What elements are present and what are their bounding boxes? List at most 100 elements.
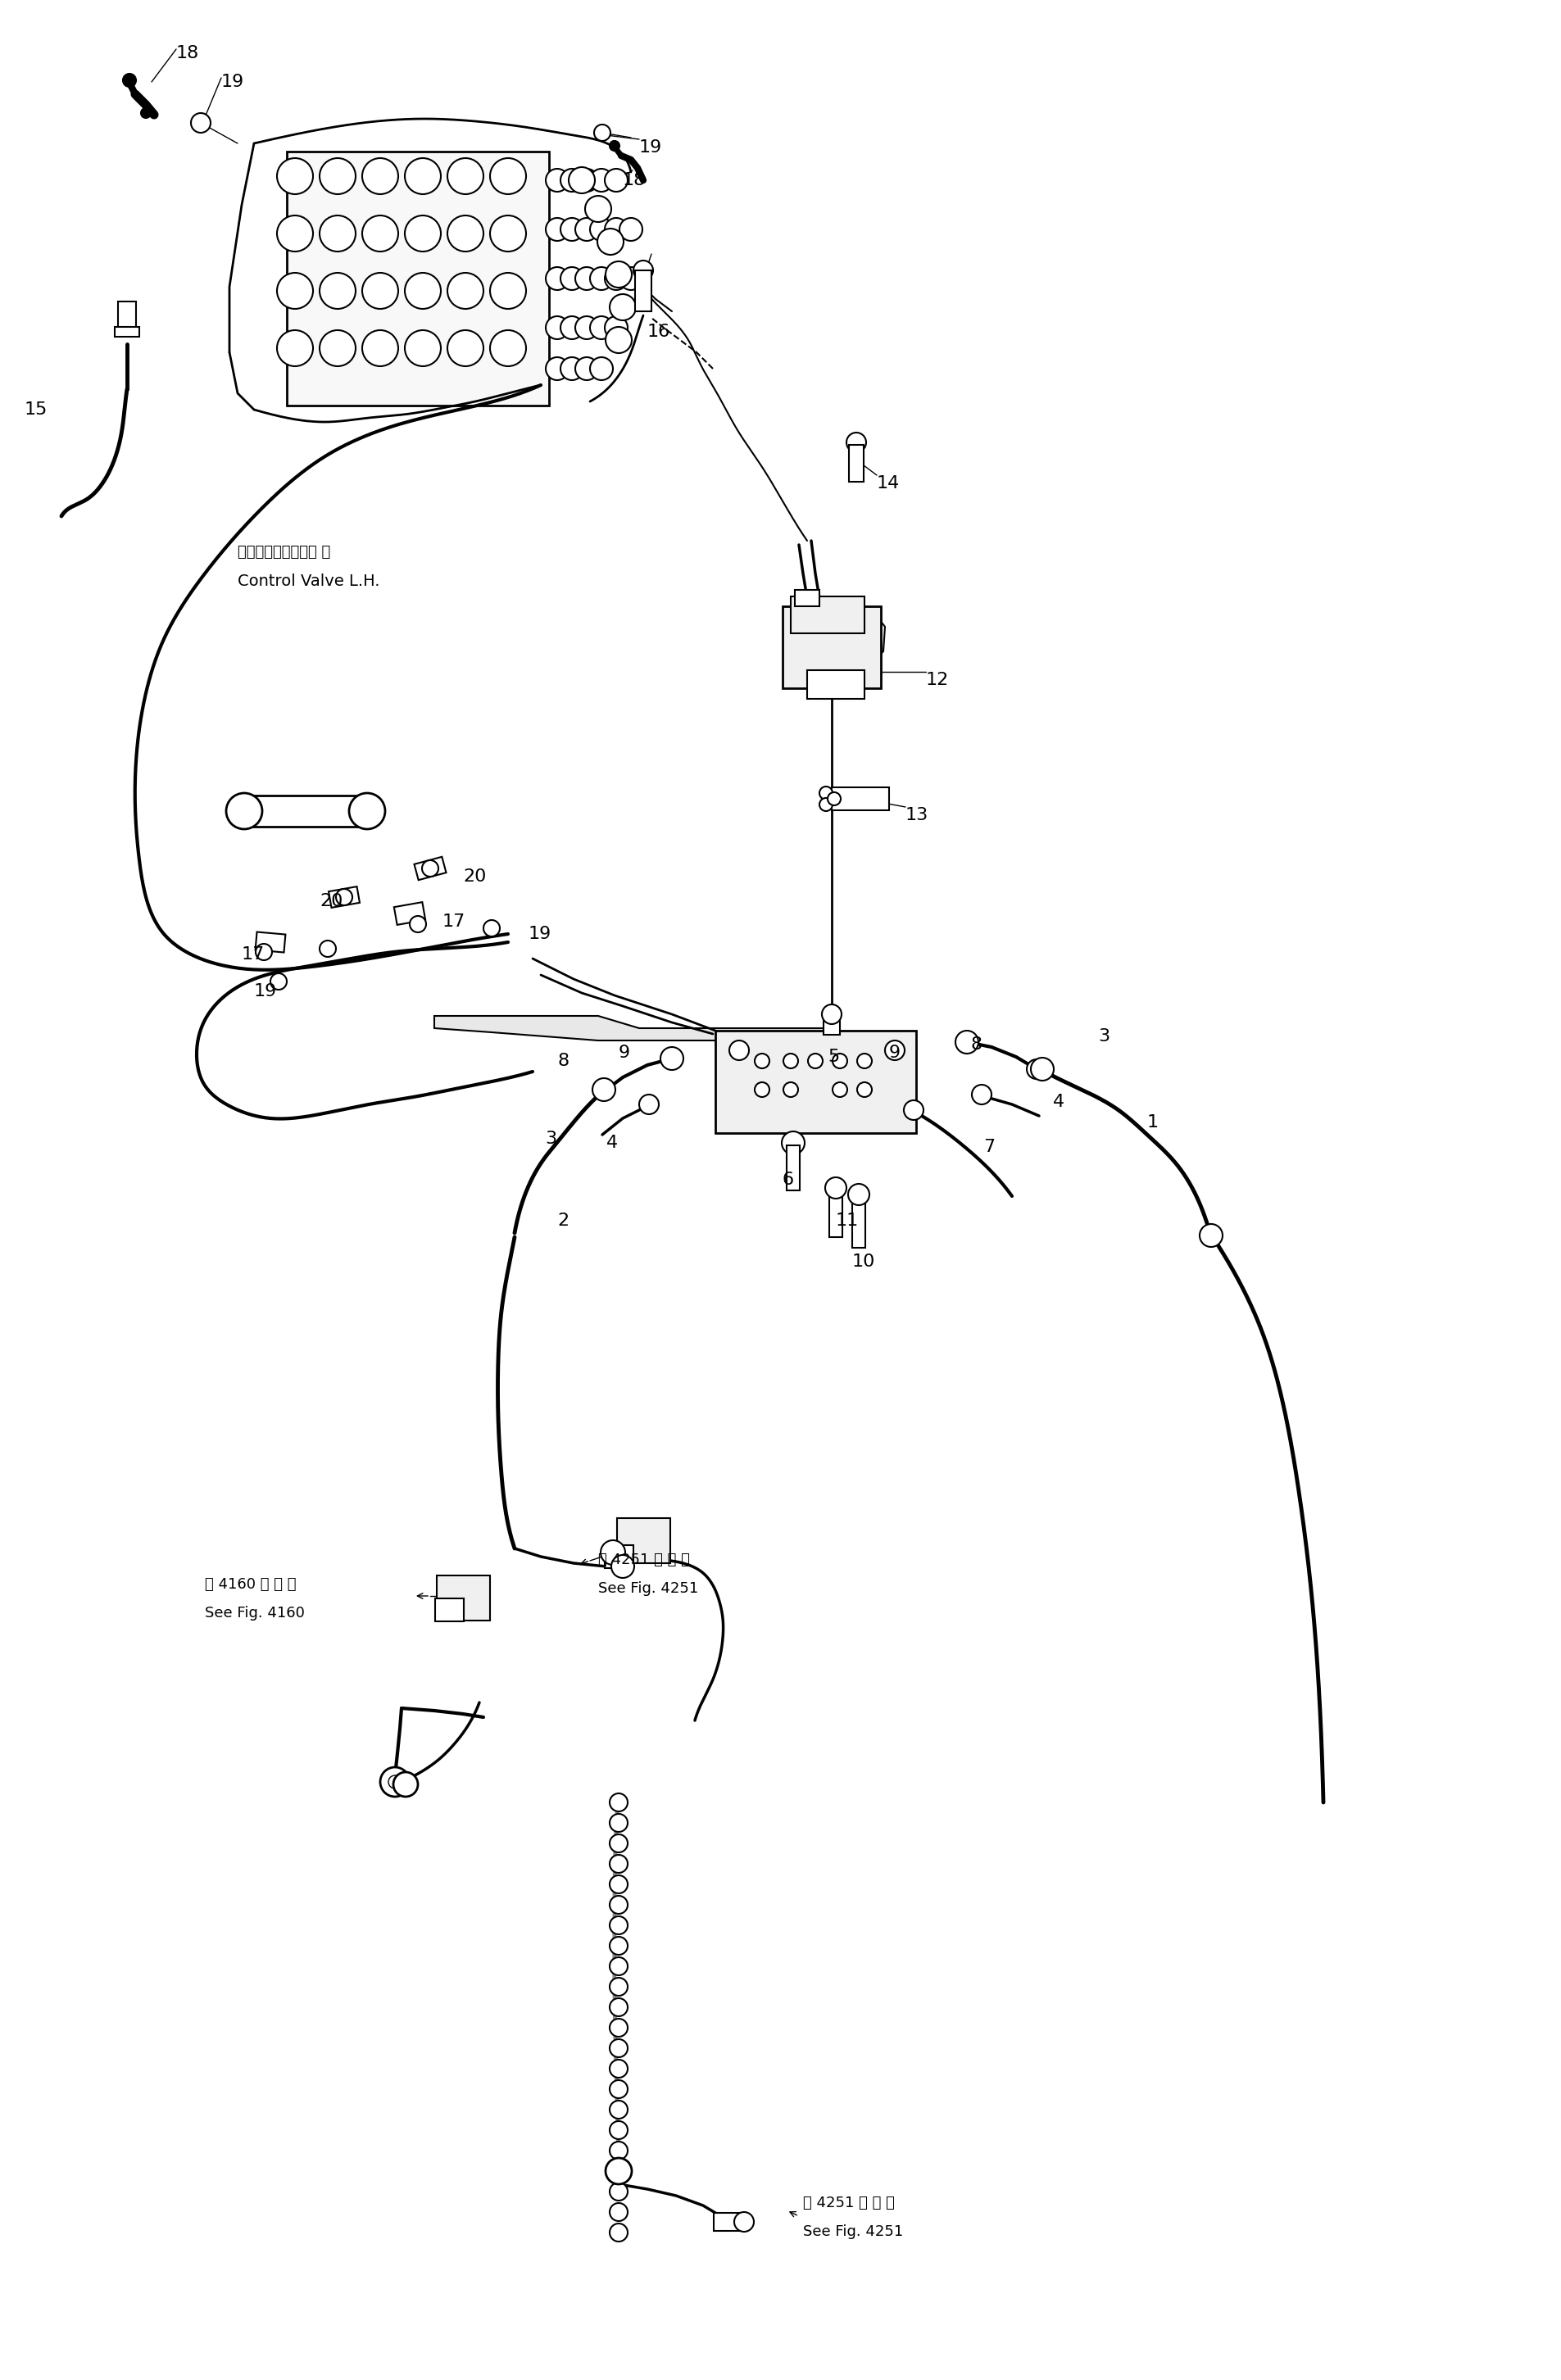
Text: 8: 8 (557, 1052, 568, 1069)
Circle shape (560, 267, 584, 290)
Circle shape (576, 169, 598, 193)
Circle shape (270, 973, 287, 990)
Text: 12: 12 (926, 671, 949, 688)
Circle shape (598, 228, 623, 255)
Circle shape (606, 326, 632, 352)
Circle shape (809, 1054, 823, 1069)
Circle shape (610, 1937, 628, 1954)
Circle shape (560, 357, 584, 381)
Text: コントロールバルブ 左: コントロールバルブ 左 (237, 545, 331, 559)
Circle shape (832, 1054, 848, 1069)
Text: 18: 18 (623, 171, 646, 188)
Circle shape (610, 1956, 628, 1975)
Circle shape (320, 331, 356, 367)
Circle shape (610, 2018, 628, 2037)
Text: Control Valve L.H.: Control Valve L.H. (237, 574, 379, 590)
Circle shape (610, 1875, 628, 1894)
Text: 第 4251 図 参 照: 第 4251 図 参 照 (802, 2197, 894, 2211)
Text: 4: 4 (606, 1135, 618, 1152)
Circle shape (560, 317, 584, 340)
Bar (604, 1545, 634, 1568)
Bar (824, 1009, 840, 1035)
Bar (617, 1518, 670, 1564)
Circle shape (610, 2142, 628, 2159)
Bar (807, 669, 865, 697)
Circle shape (848, 1183, 869, 1204)
Text: 20: 20 (320, 892, 343, 909)
Circle shape (610, 1835, 628, 1852)
Circle shape (140, 107, 151, 119)
Text: 9: 9 (890, 1045, 901, 1061)
Circle shape (560, 219, 584, 240)
Circle shape (590, 317, 613, 340)
Circle shape (610, 1999, 628, 2016)
Circle shape (604, 169, 628, 193)
Bar (829, 1188, 843, 1238)
Text: 19: 19 (222, 74, 245, 90)
Circle shape (590, 357, 613, 381)
Circle shape (421, 859, 439, 876)
Circle shape (832, 1083, 848, 1097)
Text: 13: 13 (905, 807, 929, 823)
Circle shape (595, 124, 610, 140)
Circle shape (546, 357, 568, 381)
Circle shape (256, 945, 272, 959)
Circle shape (576, 357, 598, 381)
Bar (434, 1599, 464, 1621)
Circle shape (610, 2059, 628, 2078)
Circle shape (320, 157, 356, 195)
Circle shape (904, 1100, 924, 1121)
Bar (795, 590, 820, 607)
Text: 19: 19 (638, 140, 662, 155)
Circle shape (782, 1130, 804, 1154)
Circle shape (336, 888, 353, 904)
Circle shape (593, 1078, 615, 1102)
Circle shape (620, 267, 643, 290)
Circle shape (362, 274, 398, 309)
Circle shape (190, 114, 211, 133)
Circle shape (320, 217, 356, 252)
Text: 9: 9 (618, 1045, 631, 1061)
Bar (782, 607, 880, 688)
Text: 4: 4 (1054, 1095, 1065, 1109)
Text: 15: 15 (25, 402, 48, 419)
Bar (852, 1195, 865, 1247)
Circle shape (634, 259, 652, 281)
Circle shape (610, 2080, 628, 2099)
Circle shape (610, 2204, 628, 2221)
Text: 7: 7 (983, 1138, 994, 1154)
Circle shape (604, 219, 628, 240)
Bar (635, 271, 651, 312)
Bar (393, 902, 426, 926)
Circle shape (448, 331, 484, 367)
Circle shape (857, 1083, 873, 1097)
Circle shape (576, 317, 598, 340)
Circle shape (546, 267, 568, 290)
Circle shape (448, 157, 484, 195)
Circle shape (362, 331, 398, 367)
Circle shape (409, 916, 426, 933)
Circle shape (381, 1768, 409, 1797)
Circle shape (389, 1775, 401, 1787)
Circle shape (820, 785, 832, 800)
Polygon shape (434, 1016, 832, 1040)
Bar (849, 445, 863, 481)
Circle shape (568, 167, 595, 193)
Bar (256, 933, 286, 952)
Circle shape (827, 793, 841, 804)
Bar (119, 302, 136, 331)
Text: 8: 8 (971, 1035, 982, 1052)
Circle shape (560, 169, 584, 193)
Circle shape (590, 219, 613, 240)
Circle shape (490, 331, 526, 367)
Circle shape (857, 1054, 873, 1069)
Circle shape (393, 1773, 418, 1797)
Text: 2: 2 (557, 1211, 568, 1228)
Circle shape (610, 2223, 628, 2242)
Bar (329, 888, 359, 907)
Bar (715, 1031, 916, 1133)
Circle shape (576, 267, 598, 290)
Circle shape (754, 1083, 770, 1097)
Circle shape (610, 2040, 628, 2056)
Text: 19: 19 (529, 926, 551, 942)
